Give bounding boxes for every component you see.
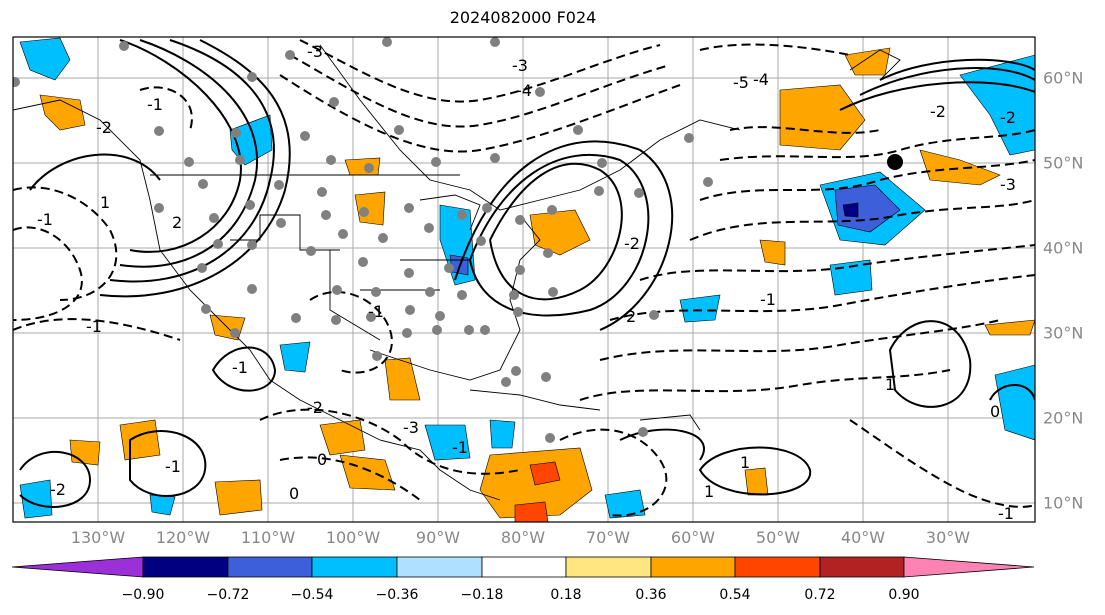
highlight-point: [887, 154, 903, 170]
contour-label: -1: [165, 457, 181, 476]
contour-label: -2: [1000, 108, 1016, 127]
colorbar-tick-label: −0.36: [375, 587, 419, 603]
lon-label: 110°W: [240, 528, 296, 547]
lon-label: 60°W: [670, 528, 716, 547]
contour-label: 0: [317, 450, 327, 469]
contour-label: -2: [307, 398, 323, 417]
colorbar-tick-label: −0.54: [290, 587, 334, 603]
colorbar-tick-label: 0.72: [804, 587, 836, 603]
contour-label: -2: [624, 234, 640, 253]
lon-label: 30°W: [925, 528, 971, 547]
contour-label: -4: [753, 70, 769, 89]
lat-label: 30°N: [1043, 323, 1084, 343]
colorbar-tick-label: 0.90: [888, 587, 920, 603]
contour-label: -1: [998, 504, 1014, 523]
colorbar-tick-label: −0.18: [460, 587, 504, 603]
contour-label: -3: [1000, 175, 1016, 194]
colorbar-extend-high: [903, 556, 1035, 578]
contour-label: 0: [289, 484, 299, 503]
colorbar-tick-label: 0.36: [635, 587, 667, 603]
map-title: 2024082000 F024: [449, 8, 597, 27]
colorbar-tick-label: −0.90: [121, 587, 165, 603]
contour-label: -2: [50, 480, 66, 499]
contour-label: 2: [626, 307, 636, 326]
contour-label: -2: [96, 118, 112, 137]
contour-label: 1: [740, 453, 750, 472]
colorbar-tick-label: 0.54: [719, 587, 751, 603]
contour-labels: -3 -3 -1 -2 -4 1 2 -5 -4 -2 -3 -1 -1 -2 …: [37, 42, 1016, 523]
colorbar-tick-label: 0.18: [550, 587, 582, 603]
contour-label: -5: [733, 73, 749, 92]
contour-label: 1: [100, 193, 110, 212]
contour-label: -2: [930, 102, 946, 121]
lat-label: 40°N: [1043, 238, 1084, 258]
lon-label: 100°W: [325, 528, 381, 547]
contour-label: 1: [885, 375, 895, 394]
contour-label: -4: [516, 81, 532, 100]
lon-label: 120°W: [155, 528, 211, 547]
lon-label: 40°W: [840, 528, 886, 547]
contour-label: -1: [452, 438, 468, 457]
lon-label: 130°W: [70, 528, 126, 547]
lat-label: 20°N: [1043, 408, 1084, 428]
colorbar-extend-low: [11, 556, 144, 578]
lon-label: 70°W: [585, 528, 631, 547]
colorbar-tick-label: −0.72: [206, 587, 250, 603]
contour-label: 2: [172, 213, 182, 232]
solid-contours: [19, 39, 1035, 508]
shaded-anomalies: [19, 37, 1035, 522]
lon-label: 50°W: [755, 528, 801, 547]
colorbar: [11, 556, 1035, 578]
map-frame: [12, 36, 1036, 523]
contour-label: -1: [86, 317, 102, 336]
contour-label: -1: [760, 290, 776, 309]
lat-label: 60°N: [1043, 68, 1084, 88]
lat-label: 10°N: [1043, 493, 1084, 513]
contour-label: 0: [990, 402, 1000, 421]
contour-label: -3: [403, 418, 419, 437]
station-points: [13, 37, 713, 443]
lon-label: 90°W: [415, 528, 461, 547]
lat-label: 50°N: [1043, 153, 1084, 173]
contour-label: -1: [147, 95, 163, 114]
contour-label: -1: [368, 302, 384, 321]
lon-label: 80°W: [500, 528, 546, 547]
contour-label: -3: [512, 56, 528, 75]
contour-label: -3: [307, 42, 323, 61]
contour-label: 1: [704, 482, 714, 501]
contour-label: -1: [232, 358, 248, 377]
contour-label: -1: [37, 210, 53, 229]
